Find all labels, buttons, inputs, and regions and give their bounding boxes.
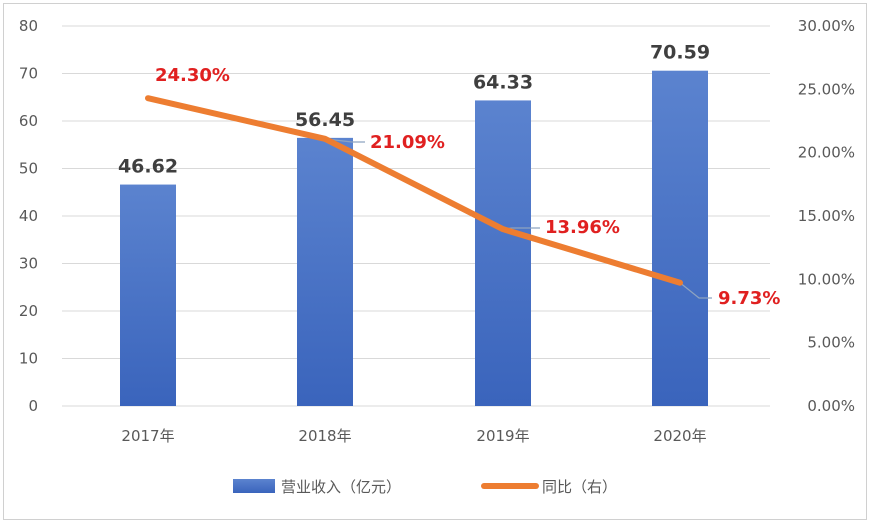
revenue-bar-labels: 46.62 56.45 64.33 70.59 xyxy=(118,42,710,178)
legend: 营业收入（亿元） 同比（右） xyxy=(233,478,617,496)
right-tick-label: 10.00% xyxy=(798,270,855,288)
revenue-bar-label: 56.45 xyxy=(295,109,355,131)
left-tick-label: 70 xyxy=(19,65,38,83)
right-tick-label: 15.00% xyxy=(798,207,855,225)
left-tick-label: 50 xyxy=(19,160,38,178)
right-tick-label: 20.00% xyxy=(798,144,855,162)
yoy-point xyxy=(146,96,150,100)
yoy-label: 24.30% xyxy=(155,65,230,86)
left-axis-ticks: 0 10 20 30 40 50 60 70 80 xyxy=(19,17,38,415)
left-tick-label: 20 xyxy=(19,302,38,320)
yoy-point xyxy=(323,137,327,141)
legend-line-label: 同比（右） xyxy=(542,478,617,496)
category-label: 2017年 xyxy=(121,427,174,445)
yoy-label: 9.73% xyxy=(718,288,780,309)
left-tick-label: 60 xyxy=(19,112,38,130)
category-axis-labels: 2017年 2018年 2019年 2020年 xyxy=(121,427,706,445)
revenue-bar-label: 64.33 xyxy=(473,71,533,93)
revenue-bar xyxy=(652,70,708,406)
right-tick-label: 0.00% xyxy=(807,397,855,415)
revenue-bar-label: 70.59 xyxy=(650,42,710,64)
legend-bar-label: 营业收入（亿元） xyxy=(281,478,401,496)
left-tick-label: 80 xyxy=(19,17,38,35)
left-tick-label: 10 xyxy=(19,350,38,368)
left-tick-label: 40 xyxy=(19,207,38,225)
category-label: 2019年 xyxy=(476,427,529,445)
revenue-bar xyxy=(120,184,176,406)
yoy-point xyxy=(501,227,505,231)
legend-bar-swatch xyxy=(233,479,275,493)
right-tick-label: 30.00% xyxy=(798,17,855,35)
left-tick-label: 0 xyxy=(28,397,38,415)
revenue-bar-label: 46.62 xyxy=(118,156,178,178)
yoy-point xyxy=(678,281,682,285)
right-tick-label: 25.00% xyxy=(798,80,855,98)
category-label: 2018年 xyxy=(298,427,351,445)
yoy-line-layer: 24.30% 21.09% 13.96% 9.73% xyxy=(145,65,780,309)
yoy-leader-line xyxy=(324,138,365,143)
right-axis-ticks: 0.00% 5.00% 10.00% 15.00% 20.00% 25.00% 30.00% xyxy=(798,17,855,415)
yoy-label: 13.96% xyxy=(545,217,620,238)
right-tick-label: 5.00% xyxy=(807,334,855,352)
revenue-bars xyxy=(120,70,708,407)
yoy-label: 21.09% xyxy=(370,132,445,153)
category-label: 2020年 xyxy=(653,427,706,445)
revenue-bar xyxy=(297,137,353,407)
yoy-line xyxy=(145,95,683,286)
left-tick-label: 30 xyxy=(19,255,38,273)
revenue-bar xyxy=(475,100,531,407)
yoy-leader-line xyxy=(679,282,712,299)
